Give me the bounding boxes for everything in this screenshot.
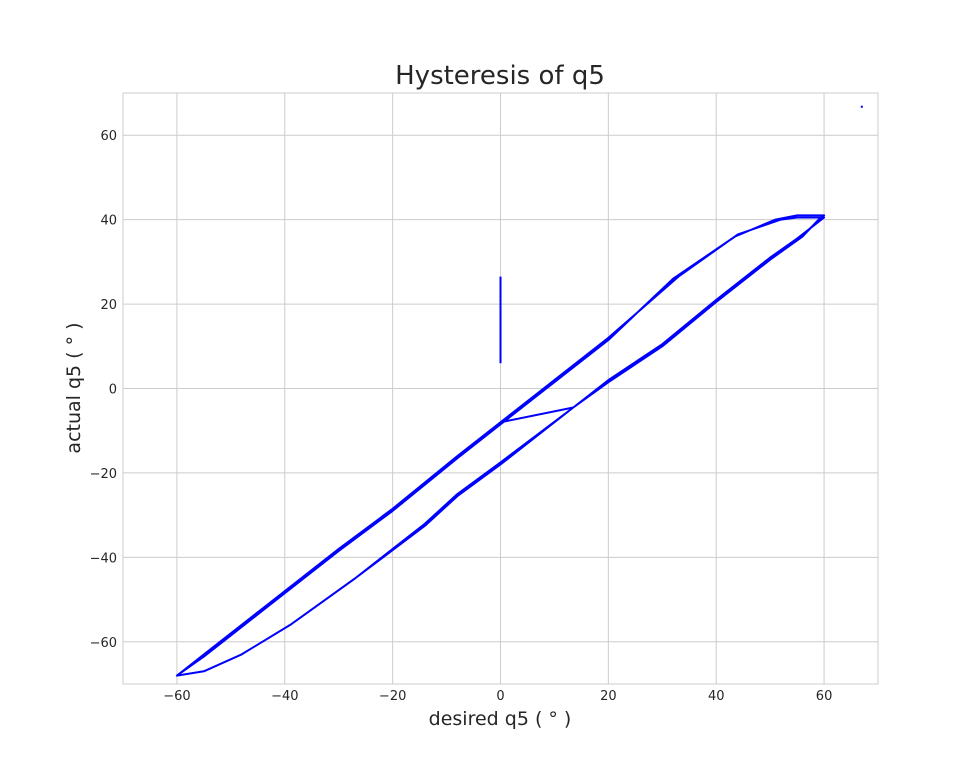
x-tick-label: 0 <box>496 689 504 704</box>
x-tick-label: 40 <box>708 689 725 704</box>
x-tick-labels: −60 −40 −20 0 20 40 60 <box>163 689 832 704</box>
y-tick-label: 60 <box>100 129 117 144</box>
y-tick-label: 20 <box>100 298 117 313</box>
chart-title: Hysteresis of q5 <box>395 61 605 91</box>
y-axis-label: actual q5 ( ° ) <box>63 322 85 453</box>
y-tick-label: −40 <box>90 551 117 566</box>
series-group <box>175 105 863 677</box>
x-tick-label: 60 <box>816 689 833 704</box>
plot-frame <box>122 92 879 685</box>
x-tick-label: 20 <box>600 689 617 704</box>
x-axis-label: desired q5 ( ° ) <box>429 708 572 730</box>
y-tick-label: 0 <box>109 383 117 398</box>
x-tick-label: −60 <box>163 689 190 704</box>
y-tick-label: 40 <box>100 214 117 229</box>
y-tick-labels: −60 −40 −20 0 20 40 60 <box>90 129 117 651</box>
series-line <box>175 214 826 677</box>
y-tick-label: −20 <box>90 467 117 482</box>
x-tick-label: −40 <box>271 689 298 704</box>
x-tick-label: −20 <box>379 689 406 704</box>
y-tick-label: −60 <box>90 636 117 651</box>
